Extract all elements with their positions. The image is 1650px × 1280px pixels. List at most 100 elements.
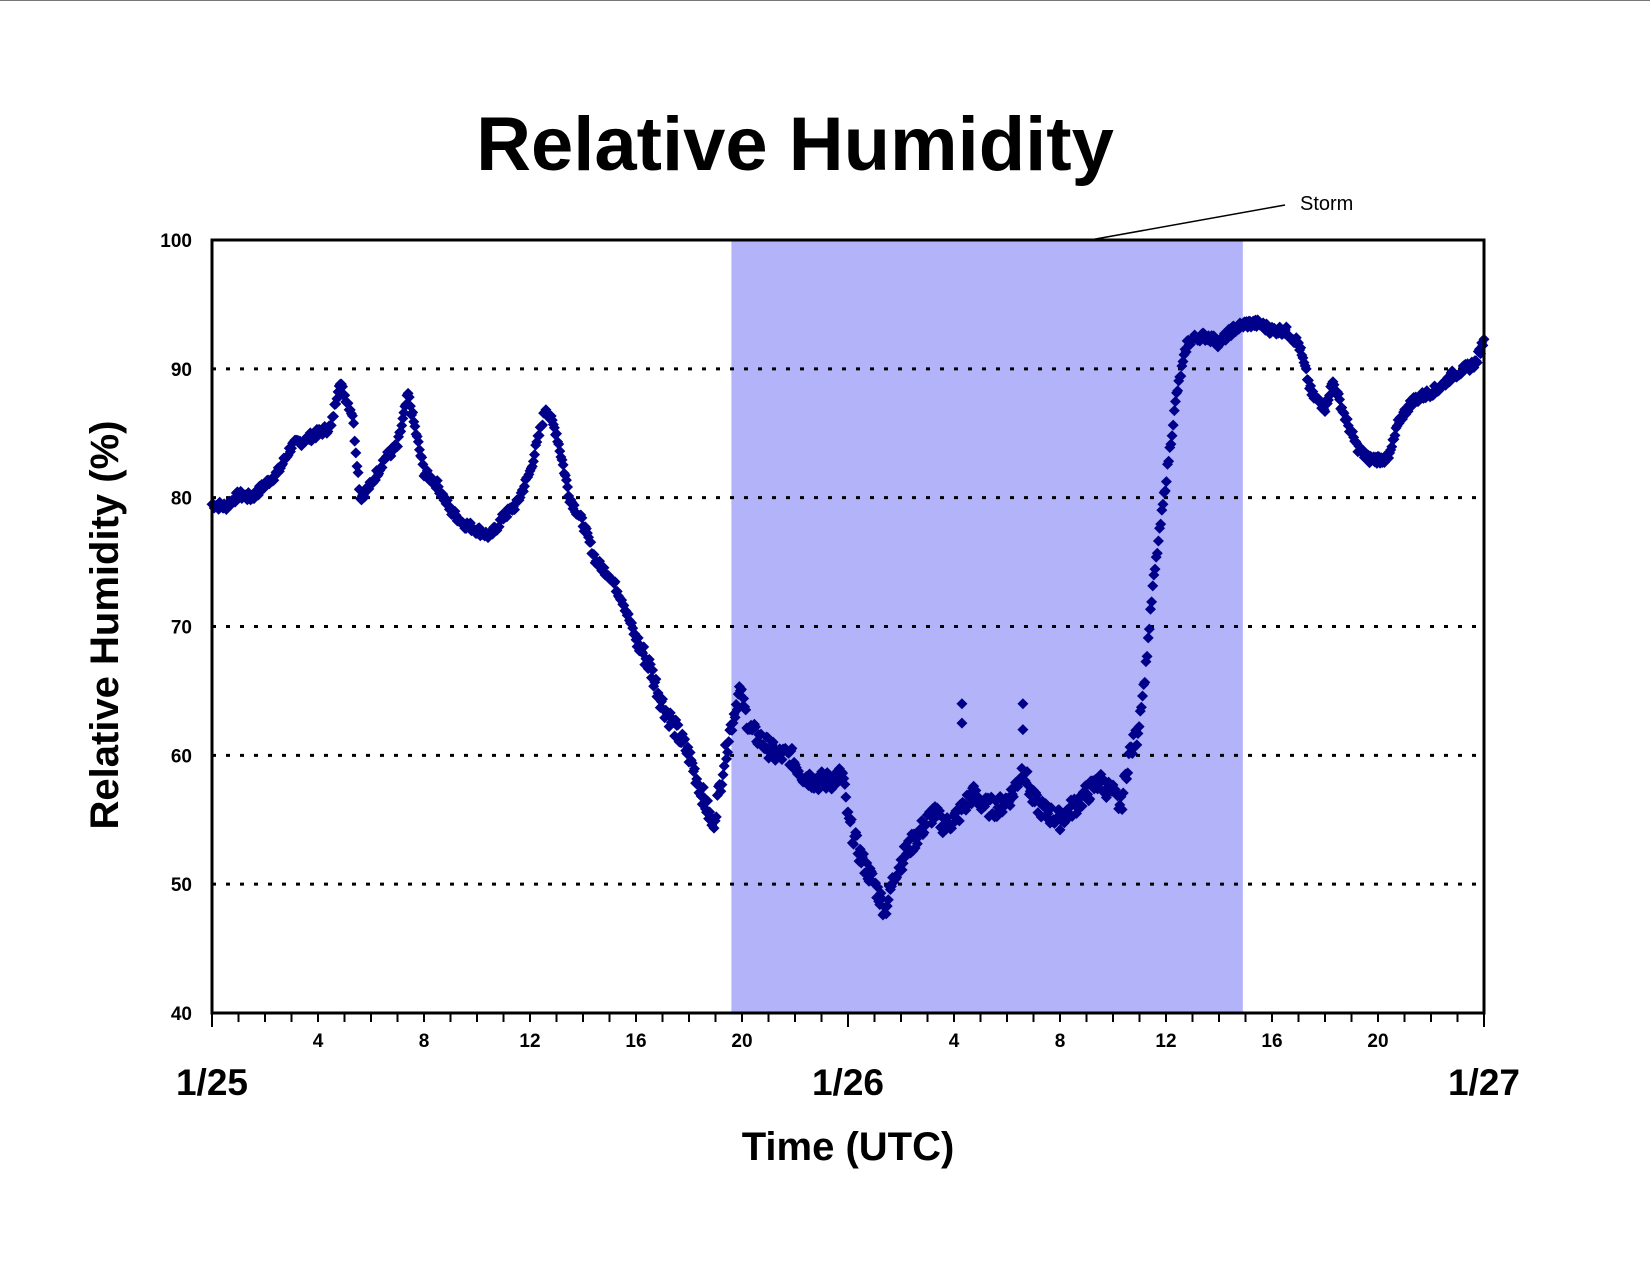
data-point bbox=[726, 724, 738, 736]
gridlines bbox=[212, 367, 1484, 886]
data-point bbox=[1155, 518, 1167, 530]
data-point bbox=[1132, 727, 1144, 739]
data-point bbox=[735, 683, 747, 695]
x-axis-label: Time (UTC) bbox=[742, 1125, 955, 1169]
data-point bbox=[845, 814, 857, 826]
y-tick-label: 40 bbox=[171, 1004, 192, 1025]
y-tick-label: 60 bbox=[171, 746, 192, 767]
data-point bbox=[776, 754, 788, 766]
data-point bbox=[684, 746, 696, 758]
data-point bbox=[1341, 413, 1353, 425]
date-label: 1/25 bbox=[176, 1062, 248, 1103]
data-point bbox=[396, 420, 408, 432]
data-point bbox=[1389, 429, 1401, 441]
data-point bbox=[918, 827, 930, 839]
y-tick-label: 50 bbox=[171, 875, 192, 896]
data-point bbox=[657, 693, 668, 705]
data-point bbox=[1165, 438, 1177, 450]
data-point bbox=[866, 868, 878, 880]
data-point bbox=[1152, 535, 1164, 547]
data-point bbox=[1117, 787, 1129, 799]
data-point bbox=[1017, 724, 1029, 736]
data-point bbox=[1177, 356, 1189, 368]
x-tick-label: 12 bbox=[519, 1031, 540, 1052]
data-point bbox=[1169, 396, 1181, 408]
y-tick-labels: 40 50 60 70 80 90 100 bbox=[160, 231, 192, 1025]
data-point bbox=[710, 811, 722, 823]
data-point bbox=[1021, 766, 1033, 778]
data-point bbox=[325, 419, 337, 431]
data-point bbox=[1157, 498, 1169, 510]
data-point bbox=[716, 779, 728, 791]
data-point bbox=[1149, 563, 1161, 575]
data-point bbox=[350, 447, 362, 459]
data-point bbox=[1334, 394, 1346, 406]
data-point bbox=[708, 822, 720, 834]
data-point bbox=[1084, 793, 1096, 805]
data-point bbox=[1142, 632, 1154, 644]
data-point bbox=[911, 838, 923, 850]
data-point bbox=[632, 632, 644, 644]
data-point bbox=[1166, 430, 1178, 442]
data-point bbox=[738, 692, 750, 704]
date-labels: 1/25 1/26 1/27 bbox=[176, 1062, 1520, 1103]
data-point bbox=[585, 536, 597, 548]
data-point bbox=[609, 576, 621, 588]
data-point bbox=[672, 719, 684, 731]
data-point bbox=[1017, 698, 1029, 710]
y-tick-label: 90 bbox=[171, 360, 192, 381]
data-point bbox=[839, 778, 851, 790]
data-point bbox=[1131, 739, 1143, 751]
y-tick-label: 80 bbox=[171, 489, 192, 510]
data-point bbox=[1007, 791, 1019, 803]
data-point bbox=[786, 742, 798, 754]
data-point bbox=[403, 391, 415, 403]
data-point bbox=[348, 417, 360, 429]
data-point bbox=[740, 704, 752, 716]
data-point bbox=[1137, 690, 1149, 702]
y-axis-label: Relative Humidity (%) bbox=[83, 421, 127, 830]
data-point bbox=[1139, 676, 1151, 688]
data-point bbox=[1147, 580, 1159, 592]
data-point bbox=[638, 641, 650, 653]
data-point bbox=[1160, 476, 1172, 488]
data-point bbox=[562, 481, 574, 493]
data-point bbox=[328, 410, 340, 422]
data-point bbox=[1076, 800, 1088, 812]
x-tick-label: 16 bbox=[625, 1031, 646, 1052]
data-point bbox=[1172, 385, 1184, 397]
data-point bbox=[392, 441, 403, 453]
data-point bbox=[1135, 701, 1147, 713]
data-point bbox=[715, 785, 727, 797]
x-tick-label: 16 bbox=[1261, 1031, 1282, 1052]
data-point bbox=[1004, 799, 1016, 811]
data-point bbox=[1146, 596, 1158, 608]
data-points bbox=[206, 314, 1490, 921]
data-point bbox=[337, 381, 349, 393]
data-point bbox=[689, 763, 701, 775]
data-point bbox=[518, 480, 530, 492]
x-tick-label: 12 bbox=[1155, 1031, 1176, 1052]
data-point bbox=[527, 455, 539, 467]
data-point bbox=[956, 698, 968, 710]
data-point bbox=[1133, 721, 1145, 733]
x-tick-marks bbox=[211, 1013, 1485, 1027]
data-point bbox=[702, 795, 714, 807]
data-point bbox=[1167, 419, 1179, 431]
x-tick-labels: 4 8 12 16 20 4 8 12 16 20 bbox=[313, 1031, 1389, 1052]
data-point bbox=[412, 436, 424, 448]
data-point bbox=[1151, 547, 1163, 559]
data-point bbox=[697, 781, 709, 793]
top-rule bbox=[0, 0, 1650, 1]
date-label: 1/27 bbox=[1448, 1062, 1520, 1103]
data-point bbox=[1300, 363, 1312, 375]
y-tick-label: 100 bbox=[160, 231, 192, 252]
data-point bbox=[851, 830, 863, 842]
data-point bbox=[553, 438, 565, 450]
data-point bbox=[1295, 342, 1307, 354]
data-point bbox=[717, 769, 729, 781]
data-point bbox=[953, 815, 965, 827]
data-point bbox=[560, 474, 572, 486]
data-point bbox=[722, 746, 734, 758]
data-point bbox=[650, 673, 662, 685]
